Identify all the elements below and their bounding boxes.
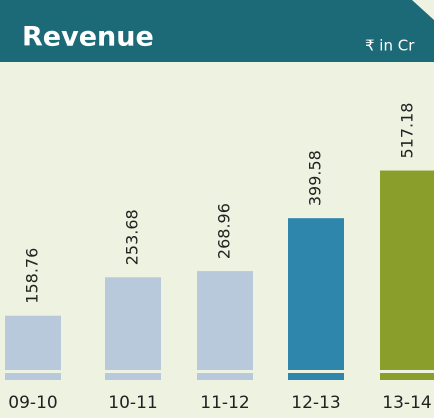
chart-title: Revenue	[22, 22, 154, 53]
bar	[288, 218, 344, 380]
x-tick-label: 11-12	[200, 393, 249, 413]
unit-label: ₹ in Cr	[365, 37, 415, 55]
value-label: 399.58	[306, 150, 325, 206]
x-tick-label: 09-10	[8, 393, 57, 413]
bar	[197, 271, 253, 380]
bar	[5, 315, 61, 380]
value-label: 158.76	[23, 248, 42, 304]
x-tick-label: 13-14	[382, 393, 431, 413]
value-label: 517.18	[398, 103, 417, 159]
x-tick-label: 12-13	[291, 393, 340, 413]
x-tick-label: 10-11	[108, 393, 157, 413]
header-band	[0, 0, 434, 62]
value-label: 253.68	[123, 209, 142, 265]
baseline-stripe	[0, 370, 434, 373]
bar	[380, 170, 434, 380]
value-label: 268.96	[215, 203, 234, 259]
bar	[105, 277, 161, 380]
